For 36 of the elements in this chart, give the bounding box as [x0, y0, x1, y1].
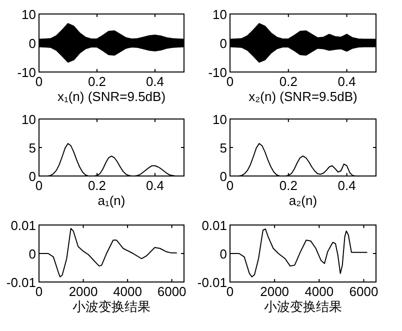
- x-tick-label: 0.4: [338, 74, 356, 89]
- x-axis-title: x₁(n) (SNR=9.5dB): [57, 89, 166, 104]
- x-tick-label: 0.2: [88, 178, 106, 193]
- x-tick-label: 6000: [349, 284, 378, 299]
- y-tick-label: 0: [28, 246, 36, 262]
- y-tick-label: 0: [220, 36, 227, 51]
- x-axis-title: x₂(n) (SNR=9.5dB): [248, 89, 358, 104]
- y-tick-label: 10: [212, 112, 227, 127]
- x-tick-label: 2000: [260, 284, 290, 299]
- y-tick-label: -0.01: [197, 275, 227, 290]
- x-axis-title: a₁(n): [98, 193, 126, 208]
- y-tick-label: 10: [22, 7, 36, 22]
- x-tick-label: 4000: [113, 284, 142, 299]
- y-tick-label: 5: [28, 140, 36, 156]
- x-tick-label: 0.2: [279, 74, 298, 89]
- x-tick-label: 2000: [68, 284, 98, 299]
- y-tick-label: 10: [22, 112, 36, 127]
- x-tick-label: 6000: [157, 284, 186, 299]
- x-tick-label: 0.4: [338, 178, 356, 193]
- y-tick-label: 0: [220, 246, 227, 262]
- y-tick-label: -10: [17, 65, 36, 80]
- y-tick-label: -10: [208, 65, 227, 80]
- x-tick-label: 0.4: [146, 74, 164, 89]
- y-tick-label: 0.01: [202, 218, 227, 233]
- x-tick-label: 0.2: [279, 178, 298, 193]
- x-tick-label: 0.2: [88, 74, 106, 89]
- x-tick-label: 4000: [304, 284, 334, 299]
- y-tick-label: 0: [28, 36, 36, 51]
- x-axis-title: a₂(n): [288, 193, 318, 208]
- y-tick-label: 10: [212, 7, 227, 22]
- x-tick-label: 0.4: [146, 178, 164, 193]
- y-tick-label: 0.01: [10, 218, 36, 233]
- x-axis-title: 小波变换结果: [264, 299, 342, 314]
- y-tick-label: 5: [220, 140, 227, 156]
- x-axis-title: 小波变换结果: [72, 299, 150, 314]
- y-tick-label: -0.01: [6, 275, 36, 290]
